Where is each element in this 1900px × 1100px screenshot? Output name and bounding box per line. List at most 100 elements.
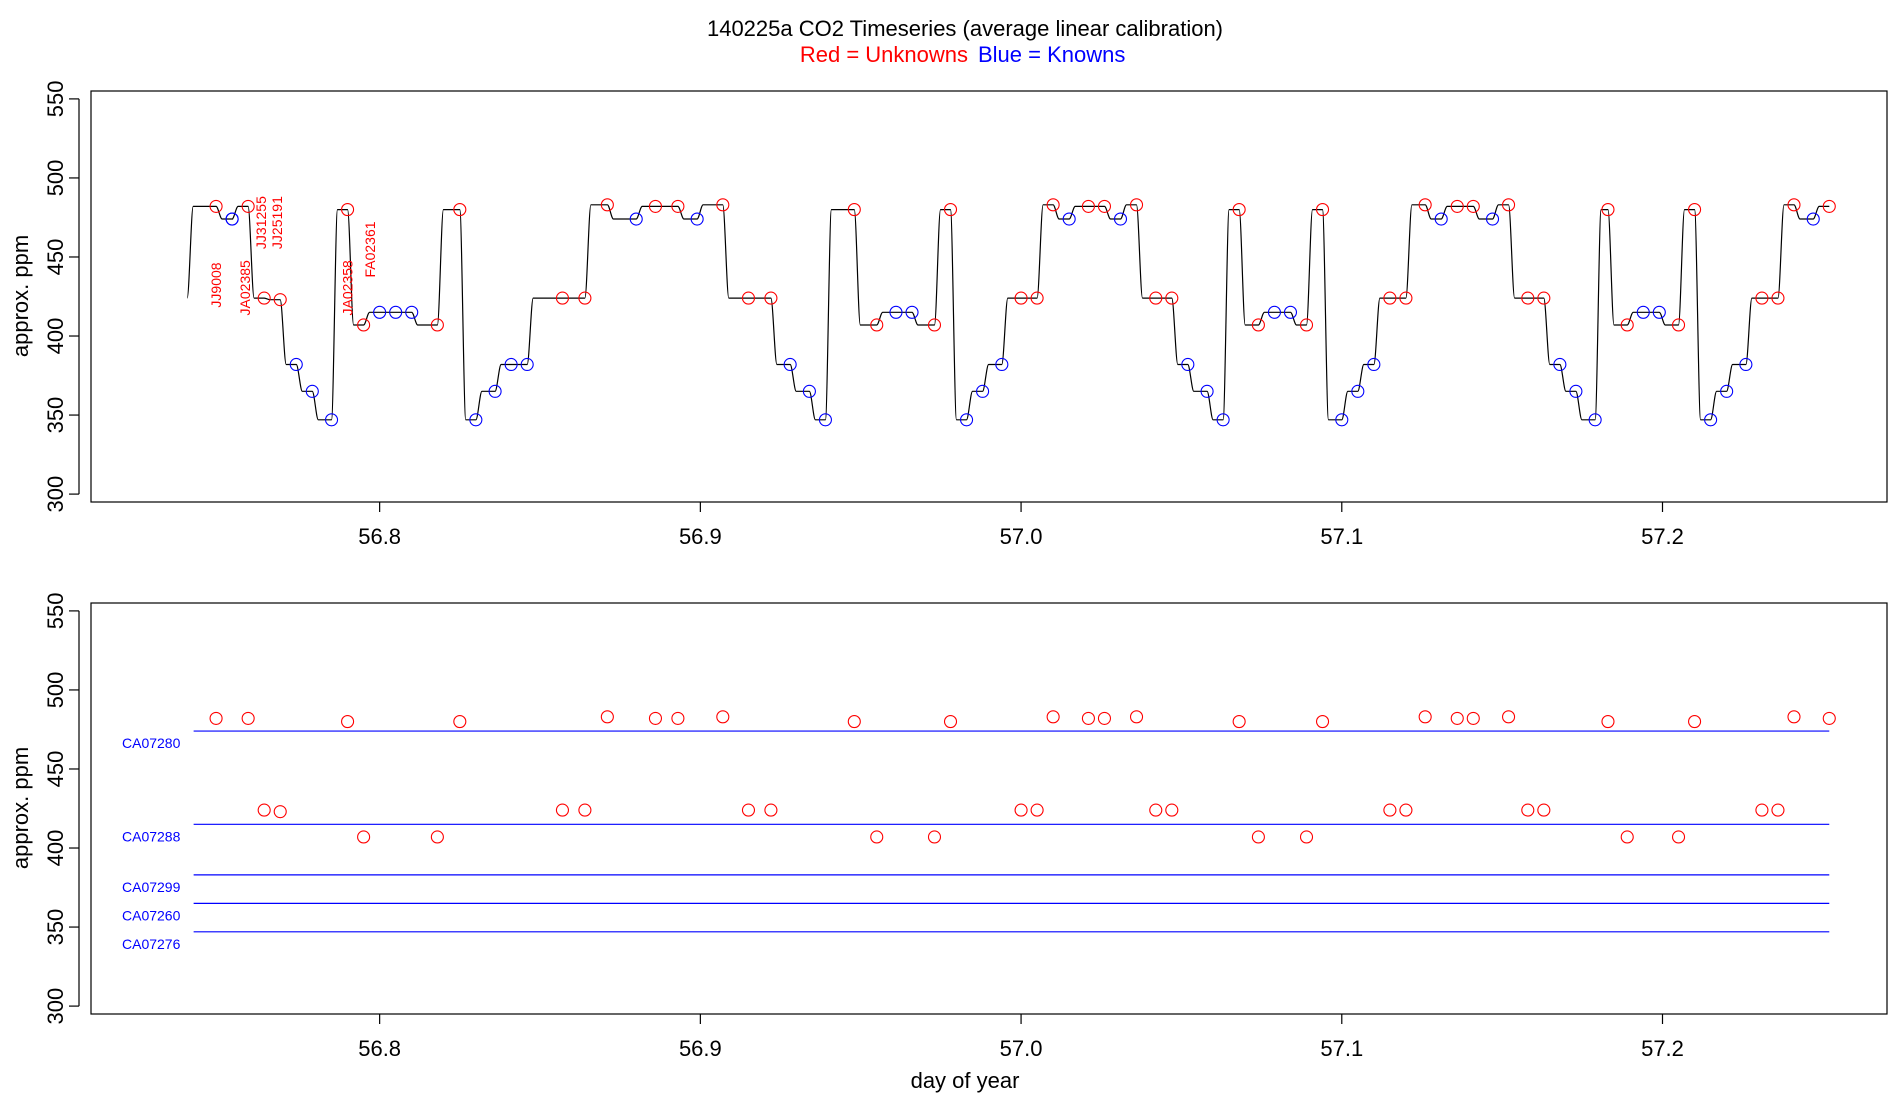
unknown-point-21 xyxy=(1030,291,1044,305)
unknown-point-19 xyxy=(943,203,958,217)
unknown-point-22 xyxy=(1046,198,1060,212)
unknown-point-2 xyxy=(257,803,271,817)
known-point-37 xyxy=(1636,305,1650,319)
unknown-point-31 xyxy=(1315,203,1330,217)
unknown-point-34 xyxy=(1418,198,1432,212)
legend-knowns: Blue = Knowns xyxy=(978,42,1125,67)
known-point-5 xyxy=(373,305,387,319)
unknown-point-16 xyxy=(847,203,861,217)
known-point-17 xyxy=(889,305,903,319)
unknown-point-13 xyxy=(716,198,730,212)
reference-line-label-3: CA07260 xyxy=(122,907,181,923)
unknown-point-19 xyxy=(943,715,958,729)
unknown-point-45 xyxy=(1771,291,1785,305)
known-point-24 xyxy=(1181,357,1195,372)
unknown-point-46 xyxy=(1787,198,1801,212)
unknown-point-11 xyxy=(648,711,663,725)
known-point-9 xyxy=(488,384,502,398)
unknown-point-29 xyxy=(1251,830,1265,844)
x-tick-label: 57.2 xyxy=(1641,1036,1684,1061)
y-tick-label: 400 xyxy=(43,318,68,355)
cylinder-label-4: JA02358 xyxy=(340,260,356,315)
x-tick-label: 57.0 xyxy=(1000,1036,1043,1061)
known-point-35 xyxy=(1569,384,1583,398)
unknown-point-3 xyxy=(273,293,287,307)
unknown-point-4 xyxy=(341,715,355,729)
top-axes: 56.8 56.9 57.0 57.1 57.2 300 350 400 450 500 550 xyxy=(43,81,1684,549)
y-tick-label: 300 xyxy=(43,476,68,513)
unknown-point-7 xyxy=(453,715,467,729)
unknown-point-21 xyxy=(1030,803,1044,817)
known-point-20 xyxy=(976,384,990,398)
unknown-point-37 xyxy=(1502,198,1516,212)
cylinder-label-3: JJ25191 xyxy=(269,196,285,249)
known-point-33 xyxy=(1485,212,1500,226)
unknown-point-3 xyxy=(273,805,287,819)
known-point-36 xyxy=(1588,413,1602,427)
top-y-axis-label: approx. ppm xyxy=(8,235,33,357)
reference-line-label-4: CA07276 xyxy=(122,936,181,952)
unknown-point-32 xyxy=(1383,291,1397,305)
top-data-points xyxy=(209,198,1836,427)
unknown-point-17 xyxy=(870,830,884,844)
unknown-point-30 xyxy=(1299,830,1314,844)
top-panel: 56.8 56.9 57.0 57.1 57.2 300 350 400 450 500 550 J… xyxy=(8,81,1888,549)
unknown-point-39 xyxy=(1537,803,1551,817)
cylinder-label-0: JJ9008 xyxy=(208,262,224,307)
unknown-point-42 xyxy=(1671,318,1686,332)
unknown-point-46 xyxy=(1787,710,1801,724)
unknown-point-44 xyxy=(1755,803,1769,817)
known-point-39 xyxy=(1704,413,1718,427)
unknown-point-47 xyxy=(1822,199,1836,213)
y-tick-label: 550 xyxy=(43,593,68,630)
unknown-point-40 xyxy=(1601,203,1615,217)
unknown-point-28 xyxy=(1232,715,1246,729)
unknown-point-1 xyxy=(241,199,255,213)
known-point-4 xyxy=(324,413,339,427)
y-tick-label: 500 xyxy=(43,672,68,709)
known-point-25 xyxy=(1200,384,1214,398)
known-point-28 xyxy=(1283,305,1298,319)
known-point-41 xyxy=(1739,357,1753,372)
unknown-point-23 xyxy=(1081,199,1095,213)
known-point-2 xyxy=(289,357,303,372)
unknown-point-0 xyxy=(209,199,223,213)
y-tick-label: 500 xyxy=(43,160,68,197)
known-point-42 xyxy=(1806,212,1820,226)
unknown-point-24 xyxy=(1097,711,1112,725)
reference-line-label-1: CA07288 xyxy=(122,828,181,844)
known-point-15 xyxy=(802,384,816,398)
known-point-19 xyxy=(959,413,974,427)
known-point-31 xyxy=(1367,357,1381,372)
unknown-point-39 xyxy=(1537,291,1551,305)
unknown-point-31 xyxy=(1315,715,1330,729)
unknown-point-27 xyxy=(1165,291,1179,305)
unknown-point-9 xyxy=(578,291,592,305)
x-axis-label: day of year xyxy=(911,1068,1020,1093)
unknown-point-6 xyxy=(430,318,444,332)
unknown-point-42 xyxy=(1671,830,1686,844)
reference-lines: CA07280 CA07288 CA07299 CA07260 CA07276 xyxy=(122,730,1830,952)
unknown-point-38 xyxy=(1521,803,1535,817)
bottom-data-points xyxy=(209,710,1836,844)
unknown-point-36 xyxy=(1466,199,1480,213)
unknown-point-4 xyxy=(341,203,355,217)
reference-line-label-0: CA07280 xyxy=(122,735,181,751)
bottom-axes: 56.8 56.9 57.0 57.1 57.2 300 350 400 450 500 550 xyxy=(43,593,1684,1061)
x-tick-label: 56.9 xyxy=(679,524,722,549)
unknown-point-2 xyxy=(257,291,271,305)
unknown-point-26 xyxy=(1149,291,1163,305)
known-point-11 xyxy=(520,357,534,372)
unknown-point-43 xyxy=(1688,203,1702,217)
unknown-point-13 xyxy=(716,710,730,724)
unknown-point-20 xyxy=(1014,291,1028,305)
unknown-point-18 xyxy=(927,830,942,844)
unknown-point-15 xyxy=(764,291,778,305)
x-tick-label: 57.0 xyxy=(1000,524,1043,549)
unknown-point-26 xyxy=(1149,803,1163,817)
unknown-point-34 xyxy=(1418,710,1432,724)
figure-title: 140225a CO2 Timeseries (average linear c… xyxy=(707,16,1223,41)
unknown-point-35 xyxy=(1450,199,1464,213)
